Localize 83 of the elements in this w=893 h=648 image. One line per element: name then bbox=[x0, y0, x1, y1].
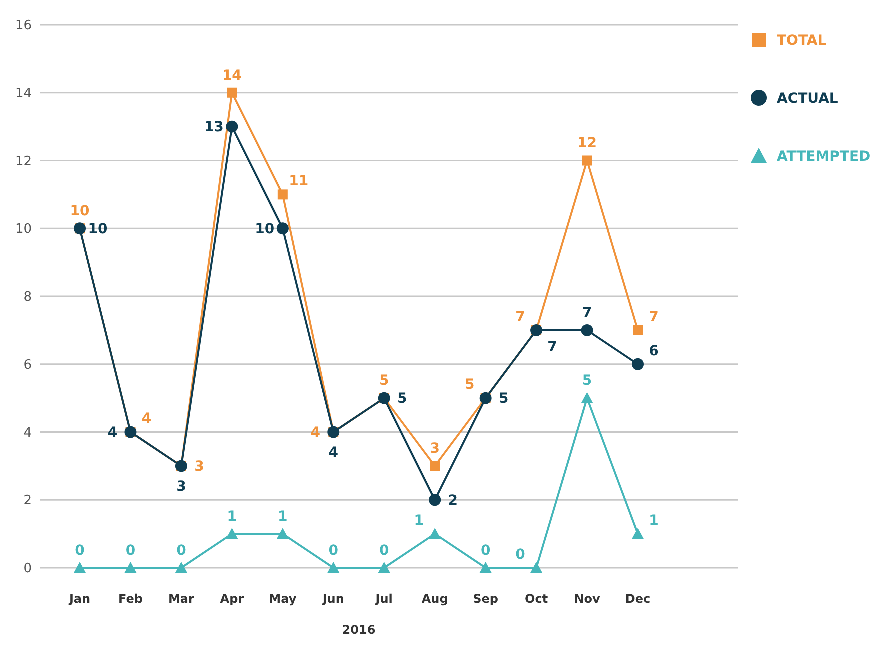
data-label: 1 bbox=[414, 512, 424, 529]
y-tick-label: 6 bbox=[24, 358, 32, 373]
data-label: 0 bbox=[126, 542, 136, 559]
point bbox=[328, 562, 340, 573]
data-label: 5 bbox=[582, 373, 592, 390]
data-label: 0 bbox=[516, 546, 526, 563]
point bbox=[276, 222, 289, 235]
y-tick-label: 12 bbox=[15, 154, 32, 170]
x-tick-label: Apr bbox=[220, 592, 244, 606]
legend-label: ACTUAL bbox=[777, 90, 838, 107]
data-label: 4 bbox=[310, 425, 321, 442]
x-tick-label: Aug bbox=[422, 592, 448, 606]
data-label: 3 bbox=[430, 441, 440, 458]
x-tick-label: Mar bbox=[168, 592, 195, 606]
data-label: 1 bbox=[649, 512, 659, 529]
y-tick-label: 14 bbox=[15, 86, 32, 102]
data-label: 7 bbox=[649, 309, 659, 326]
point bbox=[124, 562, 137, 573]
point bbox=[633, 325, 643, 336]
data-label: 12 bbox=[578, 136, 598, 152]
data-label: 7 bbox=[548, 339, 558, 356]
x-tick-label: Oct bbox=[525, 592, 548, 606]
data-label: 1 bbox=[227, 508, 238, 525]
x-tick-label: Jun bbox=[322, 592, 344, 606]
y-tick-label: 8 bbox=[24, 290, 32, 306]
point bbox=[430, 461, 440, 472]
data-label: 0 bbox=[176, 542, 187, 559]
x-axis-title: 2016 bbox=[342, 623, 376, 637]
data-label: 7 bbox=[582, 305, 592, 322]
y-tick-label: 2 bbox=[24, 494, 32, 509]
data-label: 3 bbox=[194, 459, 204, 476]
data-label: 10 bbox=[255, 222, 275, 238]
point bbox=[74, 562, 86, 573]
data-label: 1 bbox=[278, 508, 288, 525]
y-tick-label: 16 bbox=[15, 18, 32, 34]
x-tick-label: May bbox=[269, 592, 297, 606]
point bbox=[480, 562, 492, 573]
point bbox=[378, 562, 390, 573]
legend-label: ATTEMPTED bbox=[777, 148, 871, 165]
data-label: 14 bbox=[222, 68, 242, 84]
data-label: 11 bbox=[289, 174, 309, 190]
x-tick-label: Jul bbox=[374, 592, 393, 606]
data-label: 0 bbox=[480, 542, 491, 559]
data-label: 13 bbox=[204, 120, 224, 136]
x-tick-label: Nov bbox=[574, 592, 601, 606]
data-label: 0 bbox=[328, 542, 339, 559]
point bbox=[581, 392, 594, 404]
data-label: 6 bbox=[649, 343, 659, 360]
data-label: 5 bbox=[397, 391, 408, 408]
point bbox=[530, 562, 543, 573]
point bbox=[227, 88, 238, 98]
data-label: 3 bbox=[176, 479, 186, 496]
x-tick-label: Jan bbox=[68, 592, 91, 606]
point bbox=[632, 358, 644, 370]
point bbox=[429, 494, 442, 506]
y-tick-label: 0 bbox=[24, 562, 32, 577]
point bbox=[175, 562, 188, 573]
data-label: 4 bbox=[108, 425, 118, 442]
point bbox=[632, 528, 644, 540]
data-label: 0 bbox=[75, 542, 86, 559]
data-label: 5 bbox=[498, 391, 509, 408]
data-label: 10 bbox=[70, 204, 90, 220]
point bbox=[278, 190, 288, 200]
legend-label: TOTAL bbox=[777, 32, 827, 49]
x-tick-label: Sep bbox=[473, 592, 499, 606]
point bbox=[582, 156, 592, 166]
point bbox=[429, 528, 442, 540]
y-tick-label: 4 bbox=[24, 426, 32, 441]
data-label: 5 bbox=[464, 377, 475, 394]
data-label: 2 bbox=[448, 493, 458, 510]
point bbox=[581, 324, 594, 336]
point bbox=[226, 120, 238, 133]
y-tick-label: 10 bbox=[15, 222, 32, 238]
data-label: 4 bbox=[328, 445, 339, 462]
point bbox=[276, 528, 289, 540]
x-tick-label: Feb bbox=[118, 592, 144, 606]
data-label: 10 bbox=[88, 222, 108, 238]
x-tick-label: Dec bbox=[625, 592, 651, 606]
data-label: 4 bbox=[142, 411, 152, 428]
data-label: 5 bbox=[379, 373, 390, 390]
point bbox=[226, 528, 238, 540]
data-label: 7 bbox=[516, 309, 526, 326]
data-label: 0 bbox=[379, 542, 390, 559]
